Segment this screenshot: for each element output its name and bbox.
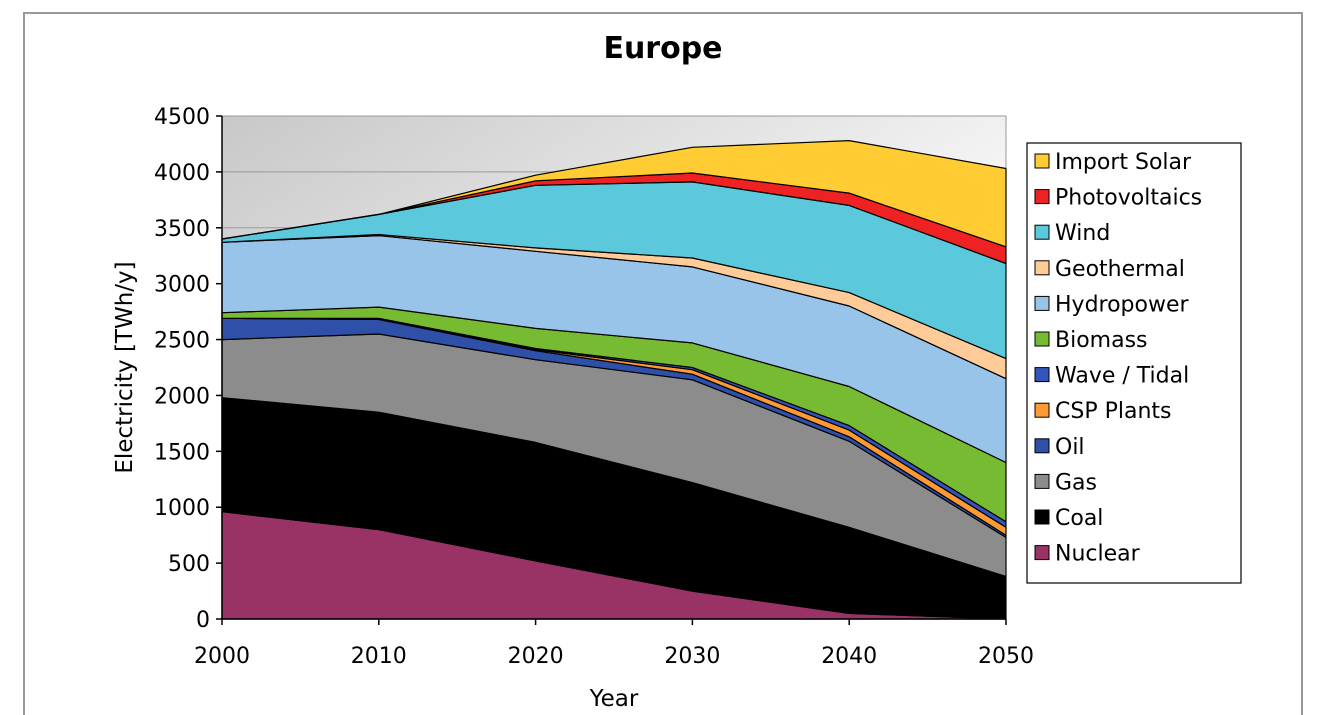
chart-title: Europe bbox=[603, 31, 722, 66]
y-tick-label: 2500 bbox=[154, 329, 210, 354]
legend-label-hydropower: Hydropower bbox=[1055, 292, 1190, 317]
legend-label-wave-tidal: Wave / Tidal bbox=[1055, 364, 1189, 389]
legend-swatch-biomass bbox=[1034, 331, 1050, 347]
y-tick-label: 4000 bbox=[154, 161, 210, 186]
legend-label-import-solar: Import Solar bbox=[1055, 150, 1192, 175]
legend-label-gas: Gas bbox=[1055, 470, 1097, 495]
legend-swatch-wind bbox=[1034, 224, 1050, 240]
y-axis-label: Electricity [TWh/y] bbox=[112, 261, 138, 473]
y-tick-label: 4500 bbox=[154, 105, 210, 130]
legend-box bbox=[1026, 142, 1242, 584]
x-tick-label: 2000 bbox=[194, 644, 250, 669]
legend-label-nuclear: Nuclear bbox=[1055, 542, 1141, 567]
area-series bbox=[221, 140, 1007, 620]
legend-swatch-csp-plants bbox=[1034, 402, 1050, 418]
frame-border-top bbox=[23, 12, 1303, 14]
x-tick-label: 2030 bbox=[664, 644, 720, 669]
legend-label-coal: Coal bbox=[1055, 506, 1103, 531]
legend-label-csp-plants: CSP Plants bbox=[1055, 399, 1171, 424]
area-import-solar bbox=[221, 140, 1007, 248]
frame-border-left bbox=[23, 12, 25, 715]
y-tick-label: 3500 bbox=[154, 217, 210, 242]
y-tick-label: 1000 bbox=[154, 496, 210, 521]
legend-swatch-gas bbox=[1034, 473, 1050, 489]
x-tick-label: 2010 bbox=[351, 644, 407, 669]
y-tick-label: 3000 bbox=[154, 273, 210, 298]
legend-label-photovoltaics: Photovoltaics bbox=[1055, 186, 1202, 211]
legend-swatch-nuclear bbox=[1034, 545, 1050, 561]
legend-swatch-oil bbox=[1034, 438, 1050, 454]
x-tick-labels: 2000 2010 2020 2030 2040 2050 bbox=[194, 644, 1034, 669]
legend-label-geothermal: Geothermal bbox=[1055, 257, 1185, 282]
legend-swatch-wave-tidal bbox=[1034, 367, 1050, 383]
x-tick-label: 2040 bbox=[821, 644, 877, 669]
x-axis-label: Year bbox=[589, 686, 639, 712]
legend-swatch-hydropower bbox=[1034, 295, 1050, 311]
legend-swatch-coal bbox=[1034, 509, 1050, 525]
axes bbox=[216, 115, 1007, 625]
y-tick-label: 2000 bbox=[154, 384, 210, 409]
y-tick-label: 1500 bbox=[154, 440, 210, 465]
y-tick-label: 500 bbox=[168, 552, 210, 577]
x-tick-label: 2050 bbox=[978, 644, 1034, 669]
y-tick-labels: 0 500 1000 1500 2000 2500 3000 3500 4000 4500 bbox=[154, 105, 210, 633]
legend-label-biomass: Biomass bbox=[1055, 328, 1148, 353]
legend-swatch-geothermal bbox=[1034, 260, 1050, 276]
legend-swatch-import-solar bbox=[1034, 153, 1050, 169]
legend-label-oil: Oil bbox=[1055, 435, 1085, 460]
frame-border-right bbox=[1301, 12, 1303, 715]
x-tick-label: 2020 bbox=[508, 644, 564, 669]
legend: Import Solar Photovoltaics Wind Geothermal H… bbox=[1026, 142, 1242, 584]
legend-swatch-photovoltaics bbox=[1034, 189, 1050, 205]
y-tick-label: 0 bbox=[196, 608, 210, 633]
legend-label-wind: Wind bbox=[1055, 221, 1110, 246]
